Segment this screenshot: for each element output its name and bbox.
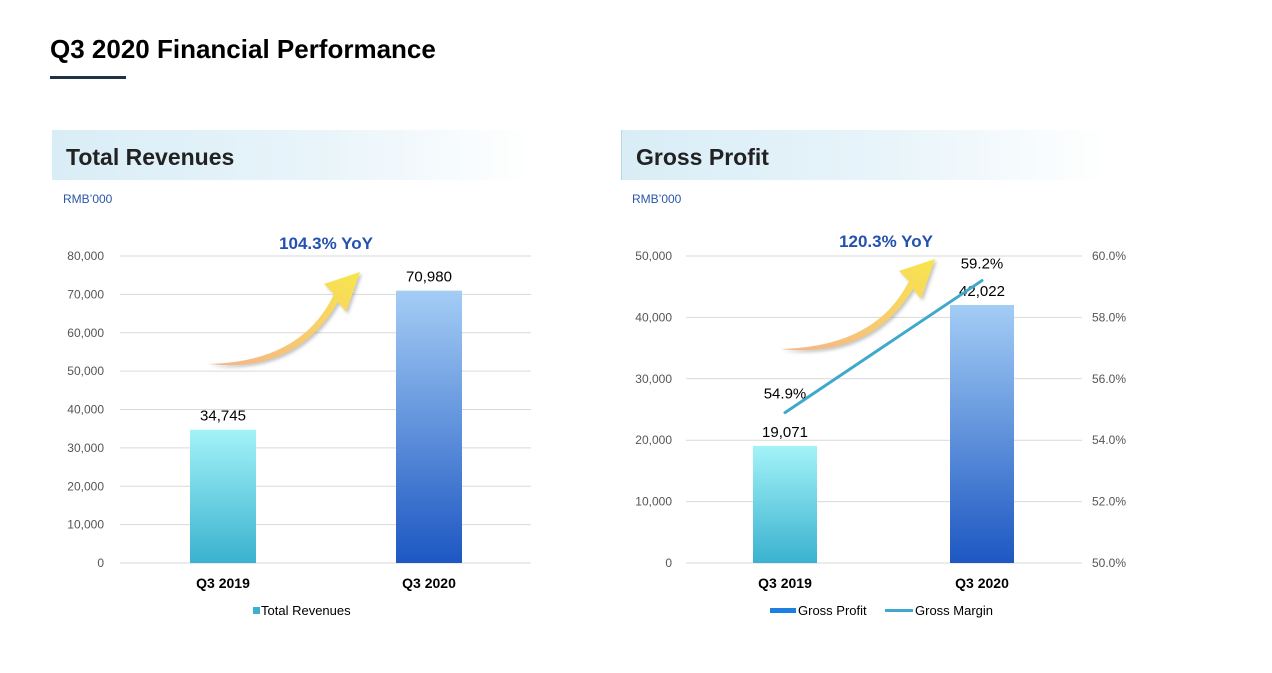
revenues-y-tick-label: 30,000 <box>67 441 104 455</box>
revenues-bar-value-label: 34,745 <box>200 408 246 425</box>
revenues-bar-value-label: 70,980 <box>406 269 452 286</box>
revenues-y-tick-label: 70,000 <box>67 287 104 301</box>
gross-profit-y2-tick-label: 56.0% <box>1092 372 1126 386</box>
gross-profit-bar <box>950 304 1014 563</box>
gross-profit-category-label: Q3 2019 <box>758 575 812 591</box>
gross-margin-label: 54.9% <box>764 386 807 403</box>
revenues-y-tick-label: 10,000 <box>67 518 104 532</box>
page-title: Q3 2020 Financial Performance <box>50 34 436 64</box>
gross-margin-line <box>783 279 984 415</box>
gross-profit-y2-tick-label: 54.0% <box>1092 433 1126 447</box>
gross-profit-y-tick-label: 10,000 <box>635 495 672 509</box>
revenues-category-label: Q3 2019 <box>196 575 250 591</box>
gross-profit-panel-header: Gross Profit <box>621 130 1107 180</box>
gross-profit-category-label: Q3 2020 <box>955 575 1009 591</box>
gross-profit-y2-tick-label: 58.0% <box>1092 310 1126 324</box>
revenues-y-tick-label: 20,000 <box>67 479 104 493</box>
gross-profit-y-tick-label: 50,000 <box>635 249 672 263</box>
revenues-bar <box>190 429 256 563</box>
gross-profit-y-tick-label: 30,000 <box>635 372 672 386</box>
revenues-growth-arrow <box>208 272 360 366</box>
revenues-panel-title: Total Revenues <box>66 144 235 170</box>
revenues-y-tick-label: 80,000 <box>67 249 104 263</box>
revenues-y-tick-label: 40,000 <box>67 403 104 417</box>
gross-profit-y-tick-label: 20,000 <box>635 433 672 447</box>
revenues-y-tick-label: 0 <box>97 556 104 570</box>
revenues-legend-label: Total Revenues <box>261 603 351 618</box>
revenues-unit-label: RMB’000 <box>63 192 113 206</box>
revenues-legend-swatch <box>253 607 260 614</box>
gross-profit-unit-label: RMB’000 <box>632 192 682 206</box>
gross-profit-growth-arrow <box>780 259 935 351</box>
revenues-yoy-label: 104.3% YoY <box>279 234 374 253</box>
total-revenues-chart: 0 10,000 20,000 30,000 40,000 50,000 60,000 70,… <box>67 234 531 618</box>
gross-profit-y2-tick-label: 52.0% <box>1092 495 1126 509</box>
revenues-category-label: Q3 2020 <box>402 575 456 591</box>
revenues-bar <box>396 290 462 563</box>
gross-profit-bar-value-label: 19,071 <box>762 424 808 441</box>
gross-profit-chart: 0 10,000 20,000 30,000 40,000 50,000 19,071 Q3 … <box>635 232 1126 618</box>
gross-profit-y2-tick-label: 50.0% <box>1092 556 1126 570</box>
gross-profit-yoy-label: 120.3% YoY <box>839 232 934 251</box>
gross-margin-legend-label: Gross Margin <box>915 603 993 618</box>
gross-profit-panel-title: Gross Profit <box>636 144 769 170</box>
gross-profit-bar <box>753 445 817 563</box>
gross-profit-y-tick-label: 40,000 <box>635 310 672 324</box>
revenues-panel-header: Total Revenues <box>52 130 532 180</box>
revenues-y-tick-label: 50,000 <box>67 364 104 378</box>
title-underline <box>50 76 126 79</box>
gross-profit-y-tick-label: 0 <box>665 556 672 570</box>
revenues-y-tick-label: 60,000 <box>67 326 104 340</box>
gross-profit-y2-tick-label: 60.0% <box>1092 249 1126 263</box>
gross-margin-label: 59.2% <box>961 256 1004 273</box>
gross-profit-legend-label: Gross Profit <box>798 603 867 618</box>
gross-profit-legend-swatch <box>770 608 796 613</box>
